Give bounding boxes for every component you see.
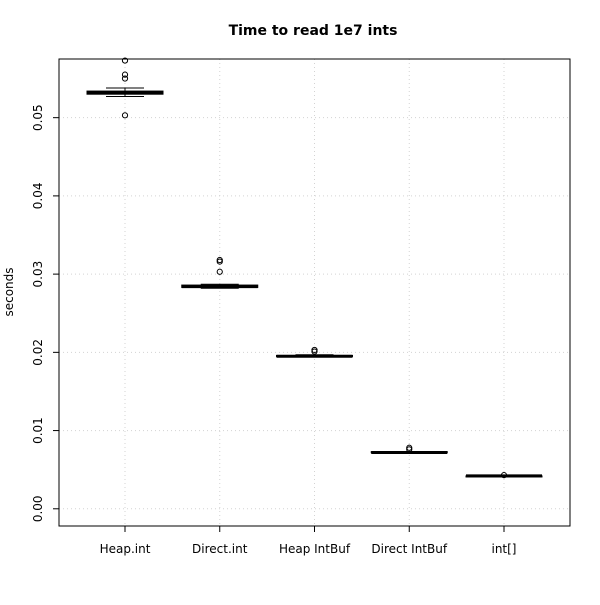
box-group (465, 472, 543, 479)
x-tick-label: Heap.int (100, 542, 151, 556)
y-axis: 0.00 0.01 0.02 0.03 0.04 0.05 (31, 104, 59, 522)
outlier-point (121, 112, 129, 119)
x-tick-label: Direct.int (192, 542, 248, 556)
outlier-point (216, 268, 223, 275)
grid-lines (59, 59, 570, 526)
box-group (86, 57, 164, 119)
box-group (276, 346, 353, 358)
outlier-point (216, 258, 223, 265)
y-tick-label: 0.02 (31, 339, 45, 366)
outlier-point (121, 75, 129, 82)
y-tick-label: 0.03 (31, 261, 45, 288)
box-group (181, 256, 259, 289)
outlier-point (406, 446, 413, 453)
x-tick-label: Heap IntBuf (279, 542, 351, 556)
y-tick-label: 0.05 (31, 104, 45, 131)
x-tick-label: int[] (491, 542, 516, 556)
outlier-point (121, 57, 129, 64)
box-group (370, 444, 448, 454)
outlier-point (311, 348, 318, 355)
outlier-point (121, 71, 129, 78)
box-series (86, 57, 543, 479)
y-tick-label: 0.00 (31, 495, 45, 522)
chart-title: Time to read 1e7 ints (229, 23, 398, 39)
y-tick-label: 0.01 (31, 417, 45, 444)
x-tick-label: Direct IntBuf (371, 542, 447, 556)
x-axis: Heap.int Direct.int Heap IntBuf Direct IntB… (100, 526, 517, 556)
outlier-point (500, 472, 508, 479)
y-tick-label: 0.04 (31, 183, 45, 210)
y-axis-label: seconds (2, 267, 16, 316)
